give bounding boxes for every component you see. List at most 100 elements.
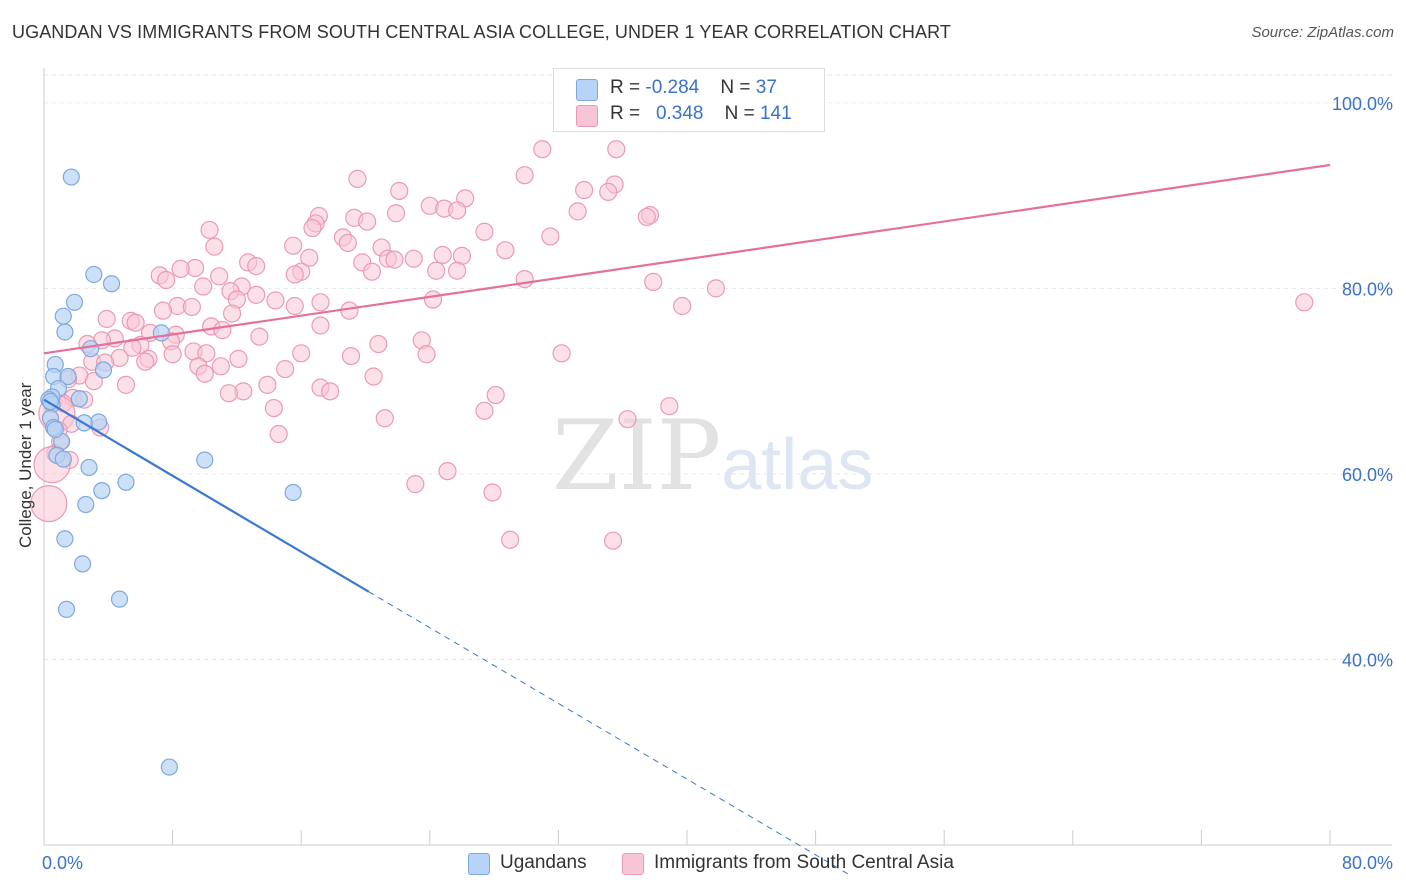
data-point-immigrants bbox=[483, 483, 502, 502]
data-point-immigrants bbox=[644, 272, 663, 291]
data-point-immigrants bbox=[362, 262, 382, 281]
data-point-ugandans bbox=[82, 340, 100, 358]
data-point-immigrants bbox=[390, 181, 409, 201]
data-point-immigrants bbox=[229, 349, 248, 368]
data-point-ugandans bbox=[46, 420, 64, 438]
data-point-immigrants bbox=[247, 257, 266, 276]
legend-n-label: N = bbox=[720, 77, 756, 98]
series-legend-label: Immigrants from South Central Asia bbox=[654, 852, 954, 873]
data-point-ugandans bbox=[196, 451, 214, 469]
data-point-immigrants bbox=[338, 233, 357, 253]
data-point-immigrants bbox=[433, 245, 452, 265]
data-point-ugandans bbox=[73, 555, 92, 573]
data-point-immigrants bbox=[205, 237, 224, 256]
data-point-immigrants bbox=[475, 222, 494, 241]
data-point-immigrants bbox=[448, 261, 467, 280]
data-point-immigrants bbox=[182, 297, 201, 317]
data-point-immigrants bbox=[1295, 293, 1314, 312]
data-point-immigrants bbox=[385, 250, 404, 269]
series-legend-label: Ugandans bbox=[500, 852, 587, 873]
data-point-immigrants bbox=[660, 397, 679, 416]
data-point-immigrants bbox=[269, 424, 288, 444]
data-point-immigrants bbox=[386, 204, 406, 223]
data-point-immigrants bbox=[266, 291, 285, 310]
data-point-immigrants bbox=[599, 182, 618, 201]
legend-r-value-pink: 0.348 bbox=[655, 103, 704, 124]
legend-r-label: R = bbox=[610, 77, 646, 98]
y-axis-label: College, Under 1 year bbox=[16, 382, 35, 548]
data-point-ugandans bbox=[110, 590, 129, 608]
legend-n-label: N = bbox=[724, 103, 760, 124]
data-point-immigrants bbox=[84, 372, 103, 391]
data-point-immigrants bbox=[30, 485, 68, 523]
data-point-immigrants bbox=[258, 375, 277, 394]
data-point-immigrants bbox=[417, 345, 436, 364]
data-point-immigrants bbox=[486, 385, 505, 405]
data-point-immigrants bbox=[97, 309, 116, 329]
data-point-ugandans bbox=[160, 758, 178, 776]
series-swatch-blue bbox=[468, 853, 490, 875]
data-point-ugandans bbox=[117, 473, 135, 491]
legend-n-value-pink: 141 bbox=[759, 103, 792, 124]
data-point-immigrants bbox=[197, 344, 216, 363]
data-point-ugandans bbox=[93, 482, 111, 500]
data-point-immigrants bbox=[515, 269, 534, 289]
y-tick-label: 100.0% bbox=[1332, 94, 1393, 114]
data-point-immigrants bbox=[285, 296, 304, 316]
correlation-legend: R = -0.284 N = 37 R = 0.348 N = 141 bbox=[553, 68, 825, 132]
data-point-immigrants bbox=[358, 212, 377, 231]
data-point-immigrants bbox=[200, 220, 219, 240]
data-point-immigrants bbox=[311, 316, 330, 335]
data-point-immigrants bbox=[340, 301, 359, 320]
data-point-immigrants bbox=[496, 241, 515, 260]
data-point-immigrants bbox=[211, 357, 230, 376]
data-point-ugandans bbox=[284, 483, 302, 502]
data-point-immigrants bbox=[603, 531, 623, 550]
data-point-immigrants bbox=[213, 321, 232, 340]
legend-swatch-pink bbox=[576, 105, 598, 127]
data-point-immigrants bbox=[250, 327, 269, 346]
data-point-immigrants bbox=[341, 346, 361, 366]
watermark-zip: ZIP bbox=[552, 400, 722, 512]
data-point-immigrants bbox=[607, 140, 626, 159]
data-point-immigrants bbox=[247, 285, 266, 304]
data-point-immigrants bbox=[673, 296, 692, 316]
watermark: ZIPatlas bbox=[552, 400, 873, 512]
data-point-immigrants bbox=[618, 410, 637, 429]
data-point-immigrants bbox=[515, 166, 534, 185]
data-point-immigrants bbox=[222, 304, 242, 323]
trend-line-ugandans bbox=[43, 398, 370, 593]
data-point-immigrants bbox=[292, 344, 311, 363]
data-point-ugandans bbox=[77, 495, 95, 514]
data-point-immigrants bbox=[285, 265, 304, 284]
data-point-immigrants bbox=[321, 382, 340, 401]
data-point-immigrants bbox=[157, 270, 176, 290]
data-point-immigrants bbox=[427, 261, 446, 280]
source-label: Source: ZipAtlas.com bbox=[1251, 24, 1394, 41]
data-point-immigrants bbox=[163, 345, 182, 364]
data-point-immigrants bbox=[136, 352, 155, 371]
data-point-ugandans bbox=[85, 265, 103, 284]
legend-r-value-blue: -0.284 bbox=[645, 77, 700, 98]
data-point-ugandans bbox=[54, 307, 72, 325]
data-point-immigrants bbox=[375, 409, 394, 428]
legend-swatch-blue bbox=[576, 79, 598, 101]
data-point-immigrants bbox=[533, 140, 552, 159]
data-point-immigrants bbox=[501, 530, 520, 549]
data-point-immigrants bbox=[276, 359, 295, 379]
data-point-ugandans bbox=[80, 458, 98, 477]
data-point-immigrants bbox=[284, 236, 303, 255]
trend-line-immigrants bbox=[43, 163, 1331, 355]
data-point-immigrants bbox=[475, 401, 494, 420]
data-point-ugandans bbox=[56, 323, 74, 341]
data-point-immigrants bbox=[153, 301, 173, 320]
data-point-immigrants bbox=[637, 207, 656, 227]
data-point-immigrants bbox=[575, 180, 594, 200]
data-point-ugandans bbox=[70, 390, 88, 408]
data-point-immigrants bbox=[552, 344, 571, 363]
x-tick-label: 0.0% bbox=[42, 853, 83, 873]
data-point-immigrants bbox=[195, 364, 214, 383]
data-point-ugandans bbox=[54, 450, 72, 468]
data-point-immigrants bbox=[126, 313, 145, 332]
chart-title: UGANDAN VS IMMIGRANTS FROM SOUTH CENTRAL… bbox=[12, 22, 951, 42]
